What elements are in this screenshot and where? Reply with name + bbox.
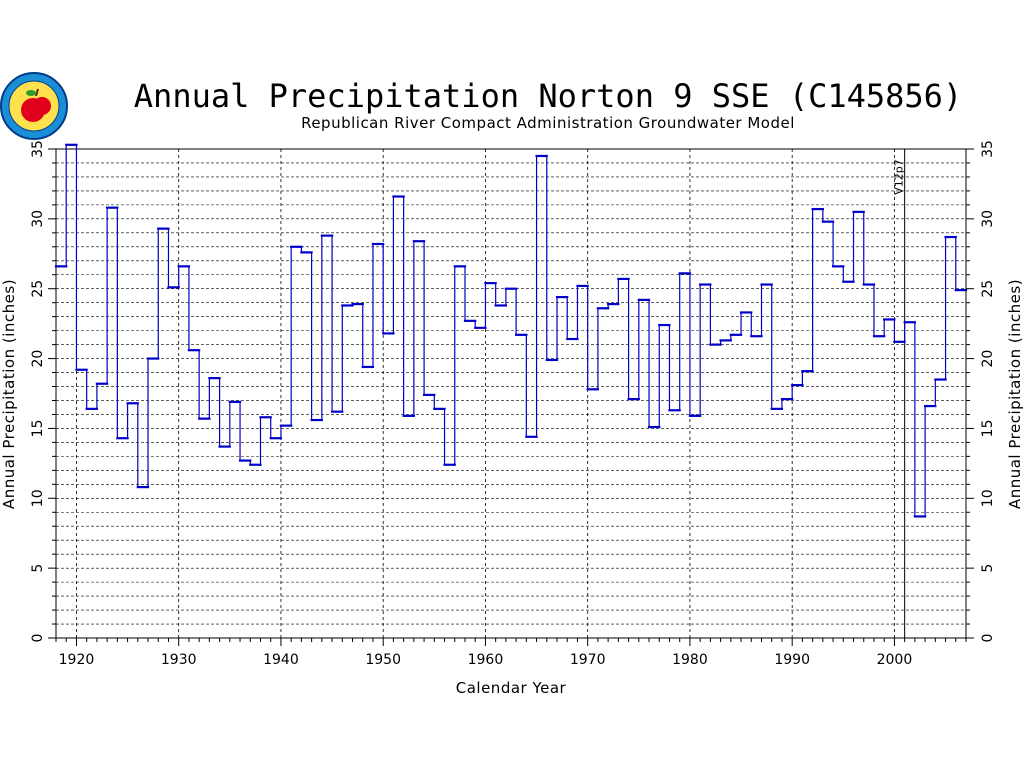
x-tick-label: 1920	[59, 652, 95, 668]
y-axis-right-ticks: 0 5 10 15 20 25 30 35	[966, 140, 996, 642]
plot-frame	[55, 148, 967, 639]
chart-title: Annual Precipitation Norton 9 SSE (C1458…	[134, 77, 962, 115]
rrca-seal-logo	[0, 72, 68, 140]
y-tick-label: 5	[30, 564, 46, 573]
y-tick-label: 20	[980, 350, 996, 368]
y-tick-label: 25	[980, 280, 996, 298]
minor-gridlines	[56, 162, 966, 625]
x-tick-label: 1980	[672, 652, 708, 668]
x-tick-label: 2000	[877, 652, 913, 668]
precipitation-series	[54, 143, 968, 518]
x-axis-label: Calendar Year	[456, 679, 567, 697]
annotation-label: V12p7	[893, 159, 906, 195]
y-tick-label: 10	[30, 489, 46, 507]
y-tick-label: 30	[30, 210, 46, 228]
x-tick-label: 1960	[468, 652, 504, 668]
y-tick-label: 30	[980, 210, 996, 228]
y-tick-label: 20	[30, 350, 46, 368]
y-axis-left-ticks: 0 5 10 15 20 25 30 35	[30, 140, 56, 642]
y-tick-label: 35	[30, 140, 46, 158]
y-tick-label: 0	[30, 634, 46, 643]
chart-subtitle: Republican River Compact Administration …	[301, 114, 795, 132]
y-tick-label: 15	[980, 420, 996, 438]
y-tick-label: 15	[30, 420, 46, 438]
y-tick-label: 35	[980, 140, 996, 158]
y-axis-label-right: Annual Precipitation (inches)	[1006, 279, 1024, 509]
x-tick-label: 1990	[774, 652, 810, 668]
x-tick-label: 1970	[570, 652, 606, 668]
x-tick-label: 1930	[161, 652, 197, 668]
y-axis-label-left: Annual Precipitation (inches)	[0, 279, 18, 509]
y-tick-label: 10	[980, 489, 996, 507]
y-tick-label: 0	[980, 634, 996, 643]
y-tick-label: 5	[980, 564, 996, 573]
x-tick-label: 1940	[263, 652, 299, 668]
x-tick-label: 1950	[365, 652, 401, 668]
y-tick-label: 25	[30, 280, 46, 298]
x-axis-ticks: 1920 1930 1940 1950 1960 1970 1980 1990 2000	[55, 638, 967, 668]
